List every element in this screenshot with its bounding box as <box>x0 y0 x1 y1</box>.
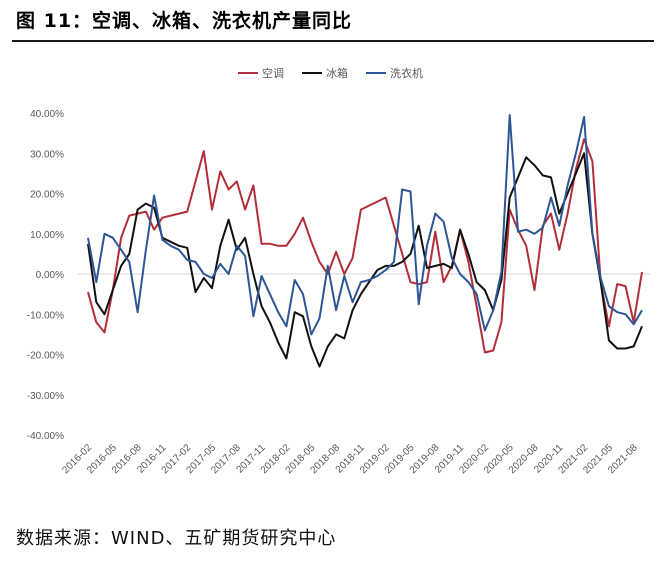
y-tick-label: -40.00% <box>27 431 64 442</box>
series-line <box>87 114 643 336</box>
chart-legend: 空调 冰箱 洗衣机 <box>238 66 423 80</box>
legend-label: 空调 <box>262 66 284 80</box>
series-line <box>87 138 643 354</box>
y-tick-label: -20.00% <box>27 351 64 362</box>
figure-title: 图 11：空调、冰箱、洗衣机产量同比 <box>16 10 353 32</box>
y-tick-label: 10.00% <box>30 230 64 241</box>
plot-lines <box>87 114 643 368</box>
y-tick-label: 40.00% <box>30 109 64 120</box>
legend-label: 洗衣机 <box>390 66 423 80</box>
y-tick-label: 20.00% <box>30 190 64 201</box>
series-line <box>87 152 643 368</box>
legend-label: 冰箱 <box>326 66 348 80</box>
y-tick-label: -30.00% <box>27 391 64 402</box>
y-axis-ticks: 40.00% 30.00% 20.00% 10.00% 0.00% -10.00% -20.… <box>27 109 64 442</box>
y-tick-label: 30.00% <box>30 149 64 160</box>
y-tick-label: 0.00% <box>36 270 64 281</box>
y-tick-label: -10.00% <box>27 310 64 321</box>
data-source-note: 数据来源：WIND、五矿期货研究中心 <box>16 528 337 549</box>
line-chart: 空调 冰箱 洗衣机 40.00% 30.00% 20.00% 10.00% 0.00% -10… <box>27 66 650 476</box>
x-axis-ticks: 2016-022016-052016-082016-112017-022017-… <box>60 442 640 476</box>
title-divider <box>12 40 654 42</box>
